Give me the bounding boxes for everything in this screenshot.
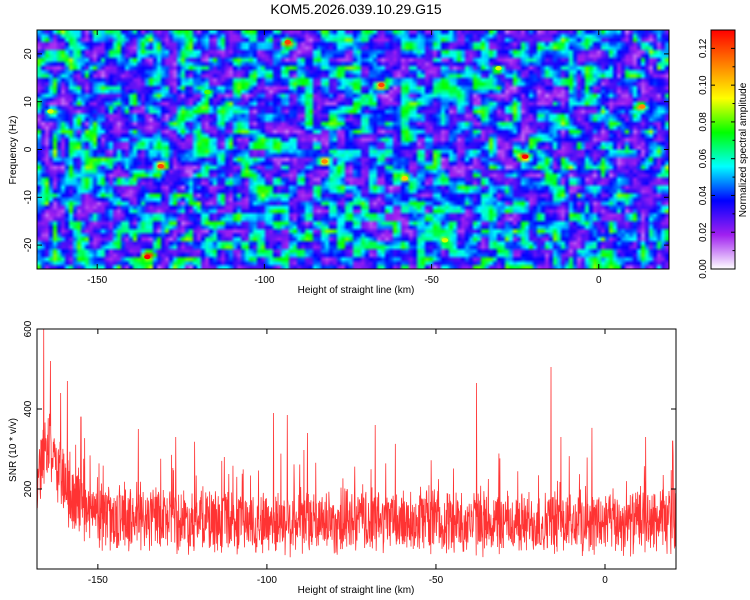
- heatmap-y-axis: -20 -10 0 10 20: [23, 48, 669, 252]
- hot-spot-4: [378, 82, 385, 88]
- snr-x-tick-label: -100: [257, 575, 277, 586]
- colorbar-tick-label: 0.02: [698, 222, 709, 242]
- heatmap-y-tick-label: 10: [23, 96, 34, 108]
- chart-title: KOM5.2026.039.10.29.G15: [270, 1, 441, 17]
- colorbar-tick-label: 0.08: [698, 112, 709, 132]
- colorbar-tick-label: 0.06: [698, 149, 709, 169]
- heatmap-y-tick-label: 20: [23, 48, 34, 60]
- hot-spot-11: [441, 238, 449, 243]
- hot-spot-1: [157, 164, 164, 169]
- hot-spot-8: [639, 104, 646, 109]
- heatmap-x-tick-label: 0: [596, 275, 602, 286]
- colorbar-frame: [710, 29, 736, 270]
- colorbar-tick-label: 0.00: [698, 259, 709, 279]
- hot-spot-2: [284, 39, 291, 45]
- colorbar-tick-label: 0.10: [698, 75, 709, 95]
- hot-spots: [47, 39, 646, 260]
- snr-plot: -150 -100 -50 0 200 400 600: [23, 320, 677, 586]
- hot-spot-3: [321, 159, 328, 164]
- snr-series-line: [37, 329, 676, 558]
- heatmap-x-tick-label: -150: [87, 275, 107, 286]
- snr-x-tick-label: -150: [88, 575, 108, 586]
- snr-y-tick-label: 600: [23, 320, 34, 337]
- colorbar-fill: [711, 30, 735, 269]
- colorbar-tick-label: 0.04: [698, 185, 709, 205]
- hot-spot-9: [47, 109, 54, 114]
- snr-x-label: Height of straight line (km): [298, 585, 415, 596]
- snr-frame: [36, 328, 677, 570]
- heatmap-x-tick-label: -100: [254, 275, 274, 286]
- colorbar-label: Normalized spectral amplitude: [738, 82, 749, 217]
- colorbar: 0.00 0.02 0.04 0.06 0.08 0.10 0.12 Normalized …: [698, 29, 749, 279]
- snr-y-tick-label: 400: [23, 400, 34, 417]
- snr-y-tick-label: 200: [23, 480, 34, 497]
- snr-x-tick-label: -50: [429, 575, 444, 586]
- hot-spot-10: [204, 89, 211, 95]
- heatmap-y-tick-label: 0: [23, 146, 34, 152]
- snr-x-axis: -150 -100 -50 0: [88, 329, 608, 586]
- heatmap-x-axis: -150 -100 -50 0: [87, 30, 602, 286]
- heatmap-y-tick-label: -20: [23, 237, 34, 252]
- heatmap-y-label: Frequency (Hz): [8, 116, 19, 185]
- snr-y-label: SNR (10 * v/v): [8, 418, 19, 482]
- heatmap-x-label: Height of straight line (km): [298, 285, 415, 296]
- heatmap-x-tick-label: -50: [424, 275, 439, 286]
- snr-x-tick-label: 0: [602, 575, 608, 586]
- heatmap-y-tick-label: -10: [23, 190, 34, 205]
- hot-spot-7: [495, 66, 502, 71]
- hot-spot-6: [522, 154, 529, 159]
- hot-spot-5: [401, 176, 408, 181]
- colorbar-ticks: 0.00 0.02 0.04 0.06 0.08 0.10 0.12: [698, 38, 735, 279]
- snr-y-axis: 200 400 600: [23, 320, 676, 497]
- hot-spot-0: [144, 254, 151, 260]
- colorbar-tick-label: 0.12: [698, 38, 709, 58]
- spectrogram-image: [37, 30, 669, 269]
